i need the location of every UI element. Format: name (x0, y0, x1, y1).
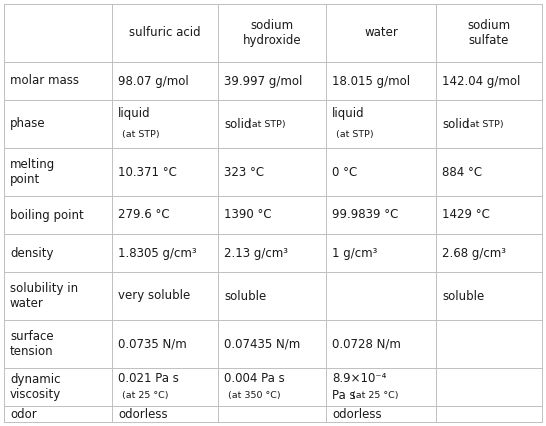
Text: (at 25 °C): (at 25 °C) (122, 391, 169, 400)
Text: 2.13 g/cm³: 2.13 g/cm³ (224, 247, 288, 259)
Text: sodium
hydroxide: sodium hydroxide (242, 19, 301, 47)
Text: 142.04 g/mol: 142.04 g/mol (442, 75, 520, 87)
Text: 0.0735 N/m: 0.0735 N/m (118, 337, 187, 351)
Text: soluble: soluble (224, 290, 266, 302)
Text: 8.9×10⁻⁴: 8.9×10⁻⁴ (332, 372, 387, 385)
Text: odor: odor (10, 408, 37, 420)
Text: Pa s: Pa s (332, 389, 355, 402)
Text: solubility in
water: solubility in water (10, 282, 78, 310)
Text: 0.07435 N/m: 0.07435 N/m (224, 337, 300, 351)
Text: (at STP): (at STP) (122, 130, 159, 139)
Text: very soluble: very soluble (118, 290, 190, 302)
Text: 39.997 g/mol: 39.997 g/mol (224, 75, 302, 87)
Text: melting
point: melting point (10, 158, 55, 186)
Text: 98.07 g/mol: 98.07 g/mol (118, 75, 189, 87)
Text: 18.015 g/mol: 18.015 g/mol (332, 75, 410, 87)
Text: 279.6 °C: 279.6 °C (118, 208, 170, 222)
Text: (at 25 °C): (at 25 °C) (352, 391, 398, 400)
Text: 0.021 Pa s: 0.021 Pa s (118, 372, 179, 385)
Text: water: water (364, 26, 398, 40)
Text: 323 °C: 323 °C (224, 165, 264, 178)
Text: surface
tension: surface tension (10, 330, 54, 358)
Text: 0.0728 N/m: 0.0728 N/m (332, 337, 401, 351)
Text: 10.371 °C: 10.371 °C (118, 165, 177, 178)
Text: 0 °C: 0 °C (332, 165, 357, 178)
Text: 1 g/cm³: 1 g/cm³ (332, 247, 377, 259)
Text: sodium
sulfate: sodium sulfate (467, 19, 511, 47)
Text: density: density (10, 247, 54, 259)
Text: (at STP): (at STP) (336, 130, 373, 139)
Text: 2.68 g/cm³: 2.68 g/cm³ (442, 247, 506, 259)
Text: solid: solid (224, 118, 252, 130)
Text: (at STP): (at STP) (466, 120, 504, 129)
Text: solid: solid (442, 118, 470, 130)
Text: 1390 °C: 1390 °C (224, 208, 271, 222)
Text: boiling point: boiling point (10, 208, 84, 222)
Text: dynamic
viscosity: dynamic viscosity (10, 373, 61, 401)
Text: 1.8305 g/cm³: 1.8305 g/cm³ (118, 247, 197, 259)
Text: molar mass: molar mass (10, 75, 79, 87)
Text: (at 350 °C): (at 350 °C) (228, 391, 281, 400)
Text: soluble: soluble (442, 290, 484, 302)
Text: 99.9839 °C: 99.9839 °C (332, 208, 399, 222)
Text: 884 °C: 884 °C (442, 165, 482, 178)
Text: odorless: odorless (118, 408, 168, 420)
Text: sulfuric acid: sulfuric acid (129, 26, 201, 40)
Text: (at STP): (at STP) (248, 120, 286, 129)
Text: liquid: liquid (118, 107, 151, 120)
Text: phase: phase (10, 118, 46, 130)
Text: odorless: odorless (332, 408, 382, 420)
Text: liquid: liquid (332, 107, 365, 120)
Text: 1429 °C: 1429 °C (442, 208, 490, 222)
Text: 0.004 Pa s: 0.004 Pa s (224, 372, 285, 385)
